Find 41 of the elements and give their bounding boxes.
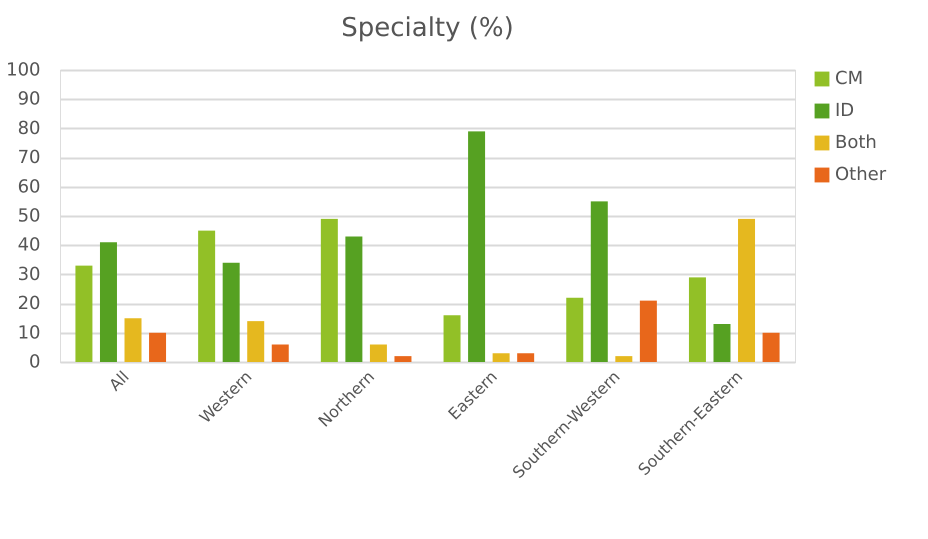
bar (738, 218, 756, 362)
bar (247, 321, 264, 362)
y-tick-label: 60 (18, 176, 40, 198)
bar (590, 201, 608, 362)
y-tick-label: 30 (18, 264, 40, 285)
bar (198, 230, 216, 362)
y-tick-label: 100 (6, 60, 40, 80)
y-tick-label: 0 (29, 352, 40, 372)
bar (222, 262, 240, 362)
bar (713, 324, 730, 362)
bar (517, 353, 534, 362)
y-tick-label: 70 (18, 147, 40, 168)
bar (640, 300, 657, 362)
bar (345, 236, 362, 362)
legend-label: ID (835, 100, 854, 121)
bar (468, 131, 486, 362)
chart-title: Specialty (%) (341, 13, 514, 43)
y-tick-label: 50 (18, 206, 40, 226)
y-tick-label: 80 (18, 118, 40, 139)
bar (124, 318, 142, 362)
bar (615, 356, 632, 362)
bar (444, 315, 461, 362)
bar (100, 242, 117, 362)
legend-label: CM (835, 68, 864, 89)
bar (370, 344, 387, 362)
y-tick-label: 20 (18, 293, 40, 314)
bar (688, 277, 706, 362)
bar (272, 344, 289, 362)
y-tick-label: 90 (18, 88, 40, 110)
y-tick-label: 40 (18, 234, 40, 256)
bar (566, 298, 584, 362)
legend-label: Both (835, 132, 877, 153)
bar (394, 356, 412, 362)
bar (762, 332, 780, 362)
bar (320, 218, 338, 362)
legend-label: Other (835, 164, 887, 185)
x-tick-label: All (105, 367, 133, 395)
bar (492, 353, 510, 362)
y-tick-label: 10 (18, 322, 40, 344)
bar (149, 332, 166, 362)
bar (75, 266, 92, 362)
